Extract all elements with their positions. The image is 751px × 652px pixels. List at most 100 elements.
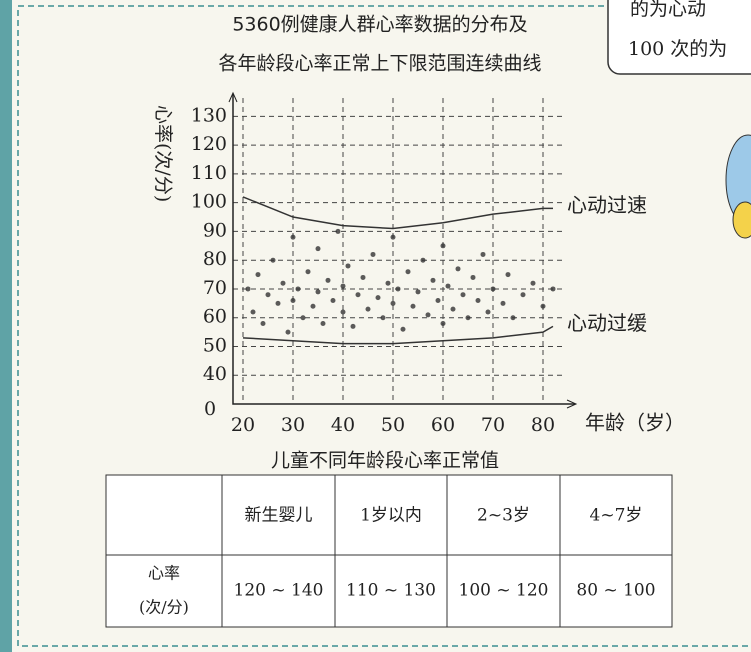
x-tick-label: 80 [531, 414, 555, 436]
data-point [551, 286, 556, 291]
data-point [371, 252, 376, 257]
bubble-text: 的为心动 [630, 0, 706, 20]
data-point [291, 298, 296, 303]
table-cell: 100 ~ 120 [459, 581, 549, 601]
data-point [446, 284, 451, 289]
data-point [301, 315, 306, 320]
limit-curve [243, 197, 553, 229]
row-label: 心率 [148, 564, 180, 583]
data-point [291, 235, 296, 240]
data-point [481, 252, 486, 257]
data-point [341, 284, 346, 289]
data-point [381, 315, 386, 320]
table-header: 4~7岁 [590, 506, 643, 526]
data-point [531, 281, 536, 286]
y-tick-label: 120 [191, 133, 227, 155]
data-point [506, 272, 511, 277]
table-header: 2~3岁 [477, 506, 530, 526]
row-label: (次/分) [139, 598, 189, 617]
data-point [261, 321, 266, 326]
table-cell: 110 ~ 130 [346, 581, 436, 601]
data-point [391, 235, 396, 240]
data-point [311, 304, 316, 309]
data-point [471, 275, 476, 280]
x-axis-label: 年龄（岁） [585, 411, 685, 435]
data-point [441, 243, 446, 248]
data-point [436, 298, 441, 303]
y-tick-label: 110 [191, 162, 227, 184]
data-point [276, 301, 281, 306]
table-title: 儿童不同年龄段心率正常值 [271, 450, 499, 472]
x-tick-label: 20 [231, 414, 255, 436]
data-point [306, 269, 311, 274]
data-point [281, 281, 286, 286]
data-point [256, 272, 261, 277]
y-tick-label: 100 [191, 191, 227, 213]
table-header: 新生婴儿 [245, 506, 313, 526]
data-point [266, 292, 271, 297]
data-point [331, 298, 336, 303]
data-point [366, 307, 371, 312]
data-point [316, 289, 321, 294]
x-tick-label: 40 [331, 414, 355, 436]
y-tick-label: 90 [203, 219, 227, 241]
chart-title: 5360例健康人群心率数据的分布及 [232, 14, 527, 36]
y-tick-label: 70 [203, 277, 227, 299]
y-tick-label: 80 [203, 248, 227, 270]
data-point [511, 315, 516, 320]
data-point [466, 315, 471, 320]
data-point [346, 263, 351, 268]
limit-curve [243, 326, 553, 343]
data-point [326, 278, 331, 283]
data-point [401, 327, 406, 332]
table-cell: 120 ~ 140 [234, 581, 324, 601]
data-point [376, 295, 381, 300]
data-point [351, 324, 356, 329]
data-point [396, 286, 401, 291]
data-point [431, 278, 436, 283]
bubble-text: 100 次的为 [628, 38, 727, 60]
data-point [316, 246, 321, 251]
data-point [476, 298, 481, 303]
page: 的为心动 100 次的为 5360例健康人群心率数据的分布及 各年龄段心率正常上… [0, 0, 751, 652]
data-point [486, 309, 491, 314]
data-point [441, 321, 446, 326]
data-point [416, 289, 421, 294]
data-point [521, 292, 526, 297]
data-point [361, 275, 366, 280]
data-point [491, 286, 496, 291]
data-point [321, 321, 326, 326]
y-tick-label: 40 [203, 363, 227, 385]
y-tick-label: 60 [203, 306, 227, 328]
frame-edge [0, 0, 12, 652]
data-point [456, 266, 461, 271]
data-point [336, 229, 341, 234]
y-tick-label: 130 [191, 104, 227, 126]
data-point [411, 304, 416, 309]
y-tick-label: 50 [203, 334, 227, 356]
data-point [246, 286, 251, 291]
data-point [421, 258, 426, 263]
x-tick-label: 70 [481, 414, 505, 436]
data-point [391, 301, 396, 306]
chart-subtitle: 各年龄段心率正常上下限范围连续曲线 [218, 53, 541, 75]
data-point [451, 307, 456, 312]
axis-arrow [229, 93, 576, 408]
data-point [356, 292, 361, 297]
x-tick-label: 60 [431, 414, 455, 436]
data-point [541, 304, 546, 309]
data-point [426, 312, 431, 317]
table-cell: 80 ~ 100 [576, 581, 655, 601]
x-tick-label: 50 [381, 414, 405, 436]
data-point [341, 309, 346, 314]
origin-label: 0 [204, 398, 216, 420]
curve-label: 心动过速 [567, 193, 647, 217]
curve-label: 心动过缓 [567, 311, 647, 335]
x-tick-label: 30 [281, 414, 305, 436]
plot: 40 50 60 70 80 90 100 110 120 130 20 30 40 50 60 70 80 心动… [191, 93, 647, 436]
table-header: 1岁以内 [360, 506, 422, 526]
data-point [386, 281, 391, 286]
data-point [501, 301, 506, 306]
table-border [106, 475, 672, 627]
data-point [271, 258, 276, 263]
